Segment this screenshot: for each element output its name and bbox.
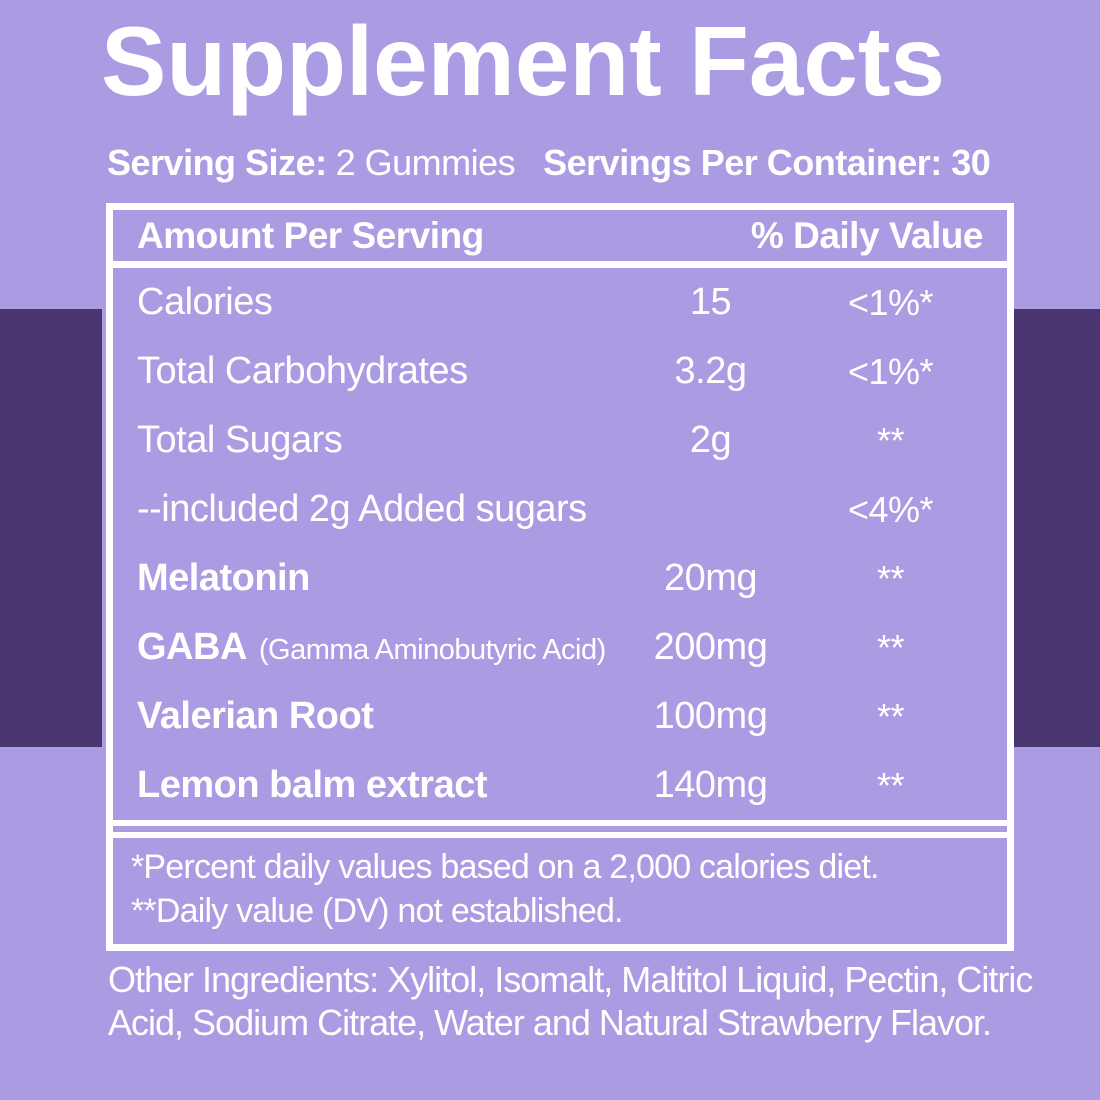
nutrient-name: Calories: [137, 281, 273, 323]
servings-per-container: Servings Per Container: 30: [543, 142, 991, 183]
footnote-dv-not-established: **Daily value (DV) not established.: [131, 892, 624, 930]
nutrient-name: GABA: [137, 626, 247, 668]
nutrient-subname: (Gamma Aminobutyric Acid): [258, 634, 606, 666]
nutrient-amount: 3.2g: [674, 350, 747, 392]
nutrient-daily-value: **: [876, 626, 905, 668]
nutrient-name: Lemon balm extract: [137, 764, 488, 806]
row-total-carbohydrates: Total Carbohydrates 3.2g <1%*: [113, 337, 1007, 406]
nutrient-daily-value: **: [876, 695, 905, 737]
serving-size-value: 2 Gummies: [335, 142, 516, 183]
row-valerian-root: Valerian Root 100mg **: [113, 682, 1007, 751]
nutrient-name: Total Sugars: [137, 419, 343, 461]
other-ingredients-text: Other Ingredients: Xylitol, Isomalt, Mal…: [108, 959, 1033, 1043]
nutrient-daily-value: **: [876, 557, 905, 599]
row-gaba: GABA (Gamma Aminobutyric Acid) 200mg **: [113, 613, 1007, 682]
table-header: Amount Per Serving % Daily Value: [113, 210, 1007, 268]
row-melatonin: Melatonin 20mg **: [113, 544, 1007, 613]
nutrient-name: --included 2g Added sugars: [137, 488, 587, 530]
right-accent-band: [1014, 309, 1100, 747]
column-daily-value: % Daily Value: [750, 214, 984, 256]
table-rows: Calories 15 <1%* Total Carbohydrates 3.2…: [113, 268, 1007, 826]
nutrient-daily-value: <4%*: [847, 488, 934, 530]
nutrient-daily-value: **: [876, 764, 905, 806]
nutrient-amount: 140mg: [653, 764, 768, 806]
left-accent-band: [0, 309, 102, 747]
nutrient-name: Total Carbohydrates: [137, 350, 468, 392]
nutrient-amount: 200mg: [653, 626, 768, 668]
nutrient-daily-value: <1%*: [847, 350, 934, 392]
row-added-sugars: --included 2g Added sugars <4%*: [113, 475, 1007, 544]
row-calories: Calories 15 <1%*: [113, 268, 1007, 337]
nutrient-amount: 15: [689, 281, 732, 323]
serving-size: Serving Size: 2 Gummies: [107, 142, 516, 184]
footnotes: *Percent daily values based on a 2,000 c…: [113, 832, 1007, 933]
page-title: Supplement Facts: [101, 6, 946, 116]
supplement-facts-table: Amount Per Serving % Daily Value Calorie…: [106, 203, 1014, 951]
nutrient-daily-value: **: [876, 419, 905, 461]
nutrient-daily-value: <1%*: [847, 281, 934, 323]
row-lemon-balm-extract: Lemon balm extract 140mg **: [113, 751, 1007, 820]
nutrient-amount: 20mg: [663, 557, 758, 599]
column-amount-per-serving: Amount Per Serving: [137, 214, 484, 256]
nutrient-name: Melatonin: [137, 557, 310, 599]
nutrient-amount: 100mg: [653, 695, 768, 737]
row-total-sugars: Total Sugars 2g **: [113, 406, 1007, 475]
nutrient-name: Valerian Root: [137, 695, 374, 737]
serving-info: Serving Size: 2 Gummies Servings Per Cont…: [107, 142, 991, 184]
nutrient-amount: 2g: [689, 419, 732, 461]
footnote-daily-value-basis: *Percent daily values based on a 2,000 c…: [131, 848, 879, 886]
serving-size-label: Serving Size:: [107, 142, 327, 183]
